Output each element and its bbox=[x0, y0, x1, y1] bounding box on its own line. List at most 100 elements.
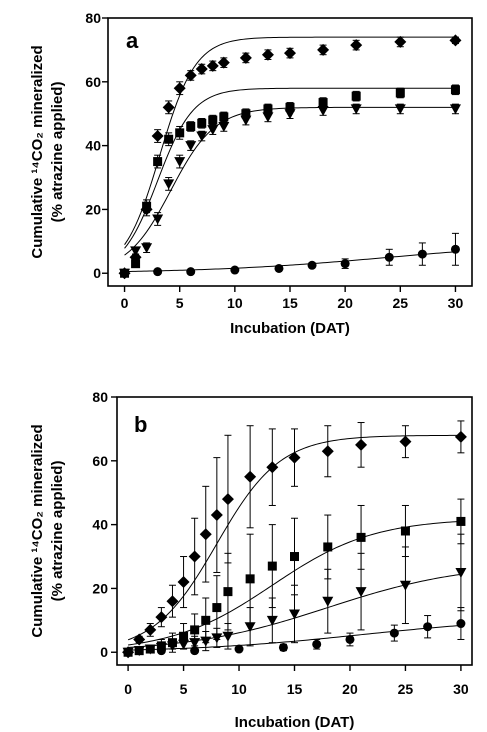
data-point-circle bbox=[123, 647, 133, 657]
y-tick-label: 80 bbox=[85, 10, 101, 26]
y-tick-label: 0 bbox=[100, 644, 108, 660]
x-tick-label: 10 bbox=[231, 681, 247, 697]
data-point-square bbox=[356, 532, 366, 542]
y-tick-label: 60 bbox=[92, 453, 108, 469]
y-tick-label: 80 bbox=[92, 389, 108, 405]
data-point-square bbox=[153, 157, 163, 167]
data-point-square bbox=[175, 128, 185, 138]
data-point-triangle-down bbox=[211, 633, 223, 644]
data-point-diamond bbox=[449, 34, 462, 47]
data-point-triangle-down bbox=[196, 131, 208, 142]
data-point-diamond bbox=[144, 623, 157, 636]
data-point-diamond bbox=[199, 528, 212, 541]
data-point-triangle-down bbox=[207, 125, 219, 136]
y-axis-title-line2: (% atrazine applied) bbox=[49, 461, 66, 602]
data-point-diamond bbox=[355, 438, 368, 451]
data-point-triangle-down bbox=[455, 567, 467, 578]
data-point-diamond bbox=[244, 470, 257, 483]
data-point-circle bbox=[153, 267, 163, 277]
y-tick-label: 0 bbox=[93, 265, 101, 281]
data-point-diamond bbox=[394, 35, 407, 48]
x-axis-title: Incubation (DAT) bbox=[235, 714, 355, 731]
fit-curve bbox=[124, 251, 456, 273]
data-point-circle bbox=[456, 619, 466, 629]
data-point-diamond bbox=[266, 461, 279, 474]
data-point-circle bbox=[389, 628, 399, 638]
x-tick-label: 5 bbox=[180, 681, 188, 697]
data-point-square bbox=[285, 102, 295, 112]
data-point-square bbox=[450, 85, 460, 95]
fit-curve bbox=[124, 106, 456, 256]
data-point-square bbox=[400, 526, 410, 536]
data-point-triangle-down bbox=[141, 243, 153, 254]
data-point-square bbox=[323, 542, 333, 552]
y-tick-label: 40 bbox=[92, 517, 108, 533]
series-diamond bbox=[122, 420, 467, 659]
data-point-triangle-down bbox=[289, 609, 300, 620]
data-point-square bbox=[219, 112, 229, 122]
x-axis-title: Incubation (DAT) bbox=[230, 320, 350, 337]
data-point-diamond bbox=[210, 509, 223, 522]
x-tick-label: 25 bbox=[398, 681, 414, 697]
x-tick-label: 15 bbox=[287, 681, 303, 697]
data-point-circle bbox=[417, 249, 427, 259]
data-point-triangle-down bbox=[189, 638, 201, 649]
data-point-square bbox=[395, 88, 405, 98]
data-point-circle bbox=[423, 622, 433, 632]
data-point-triangle-down bbox=[350, 104, 362, 115]
data-point-triangle-down bbox=[152, 214, 164, 225]
data-point-square bbox=[267, 561, 277, 571]
data-point-diamond bbox=[217, 56, 230, 69]
data-point-triangle-down bbox=[185, 141, 197, 152]
data-point-diamond bbox=[151, 130, 164, 143]
data-point-square bbox=[318, 98, 328, 108]
data-point-square bbox=[351, 91, 361, 101]
data-point-triangle-down bbox=[218, 121, 230, 132]
data-point-square bbox=[186, 121, 196, 131]
data-point-diamond bbox=[155, 611, 168, 624]
data-point-diamond bbox=[177, 576, 190, 589]
data-point-triangle-down bbox=[266, 615, 278, 626]
y-axis-title-line1: Cumulative ¹⁴CO₂ mineralized bbox=[29, 45, 46, 258]
data-point-circle bbox=[384, 252, 394, 262]
data-point-triangle-down bbox=[174, 157, 186, 168]
data-point-triangle-down bbox=[355, 587, 367, 598]
data-point-triangle-down bbox=[394, 104, 406, 115]
x-tick-label: 15 bbox=[282, 295, 298, 311]
data-point-square bbox=[142, 201, 152, 211]
data-point-square bbox=[131, 259, 141, 269]
data-point-square bbox=[201, 615, 211, 625]
data-point-square bbox=[164, 134, 174, 144]
data-point-triangle-down bbox=[130, 246, 142, 257]
panel-letter: a bbox=[126, 28, 139, 53]
data-point-diamond bbox=[166, 595, 179, 608]
data-point-square bbox=[179, 631, 189, 641]
x-tick-label: 5 bbox=[176, 295, 184, 311]
data-point-diamond bbox=[454, 430, 467, 443]
data-point-diamond bbox=[239, 51, 252, 64]
data-point-diamond bbox=[321, 445, 334, 458]
y-tick-label: 20 bbox=[85, 201, 101, 217]
data-point-square bbox=[241, 109, 251, 119]
data-point-triangle-down bbox=[178, 639, 190, 650]
data-point-square bbox=[212, 603, 222, 613]
data-point-square bbox=[208, 115, 218, 125]
x-tick-label: 30 bbox=[453, 681, 469, 697]
x-tick-label: 30 bbox=[448, 295, 464, 311]
data-point-diamond bbox=[399, 435, 412, 448]
y-tick-label: 40 bbox=[85, 138, 101, 154]
data-point-square bbox=[190, 625, 200, 635]
data-point-triangle-down bbox=[240, 115, 252, 126]
x-tick-label: 25 bbox=[393, 295, 409, 311]
data-point-circle bbox=[156, 646, 166, 656]
data-point-circle bbox=[307, 260, 317, 270]
data-point-triangle-down bbox=[322, 596, 334, 607]
data-point-triangle-down bbox=[222, 631, 234, 642]
x-tick-label: 10 bbox=[227, 295, 243, 311]
y-tick-label: 20 bbox=[92, 580, 108, 596]
data-point-circle bbox=[340, 259, 350, 269]
data-point-circle bbox=[120, 268, 130, 278]
panel-b: 0 20 40 60 80 0 5 10 15 20 25 30 Incubation (DAT) Cum… bbox=[29, 389, 473, 731]
data-point-diamond bbox=[261, 48, 274, 61]
data-point-diamond bbox=[317, 43, 330, 56]
